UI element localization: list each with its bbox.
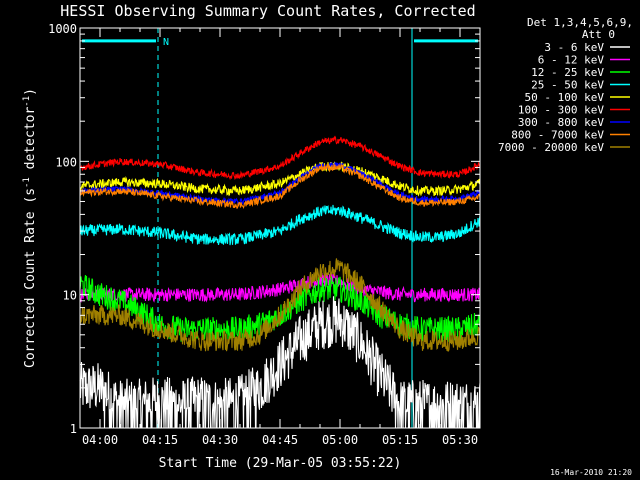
- y-label-sup1: -1: [22, 177, 32, 188]
- legend-label-2: 12 - 25 keV: [531, 66, 604, 79]
- x-tick-label-0: 04:00: [82, 433, 118, 447]
- y-label-sup2: -1: [22, 96, 32, 107]
- y-label-main: Corrected Count Rate (s: [23, 188, 38, 368]
- series-line-7: [79, 163, 481, 210]
- y-label-mid: detector: [23, 107, 38, 178]
- footer-timestamp: 16-Mar-2010 21:20: [550, 468, 632, 477]
- series-line-4: [79, 161, 481, 197]
- legend-label-5: 100 - 300 keV: [518, 104, 604, 117]
- y-label-end: ): [23, 88, 38, 96]
- legend-label-8: 7000 - 20000 keV: [498, 141, 604, 154]
- flag-label: N: [163, 37, 169, 48]
- legend-header-2: Att 0: [582, 28, 615, 41]
- y-tick-label-3: 1000: [48, 22, 77, 36]
- series-line-1: [79, 272, 481, 303]
- legend-label-1: 6 - 12 keV: [538, 54, 605, 67]
- x-tick-label-5: 05:15: [382, 433, 418, 447]
- series-line-3: [79, 204, 481, 246]
- y-tick-label-1: 10: [63, 289, 77, 303]
- legend-label-6: 300 - 800 keV: [518, 116, 604, 129]
- legend-label-4: 50 - 100 keV: [525, 91, 605, 104]
- series-line-5: [79, 135, 481, 181]
- y-tick-label-2: 100: [55, 155, 77, 169]
- legend-label-0: 3 - 6 keV: [544, 41, 604, 54]
- x-tick-label-2: 04:30: [202, 433, 238, 447]
- series-line-0: [79, 296, 481, 429]
- legend-header-1: Det 1,3,4,5,6,9,: [527, 16, 633, 29]
- legend-label-3: 25 - 50 keV: [531, 79, 604, 92]
- y-axis-label: Corrected Count Rate (s-1 detector-1): [22, 88, 38, 368]
- series-line-8: [79, 258, 481, 352]
- x-tick-label-6: 05:30: [442, 433, 478, 447]
- x-tick-label-3: 04:45: [262, 433, 298, 447]
- x-tick-label-4: 05:00: [322, 433, 358, 447]
- x-tick-label-1: 04:15: [142, 433, 178, 447]
- legend-label-7: 800 - 7000 keV: [511, 129, 604, 142]
- x-axis-label: Start Time (29-Mar-05 03:55:22): [159, 456, 402, 471]
- chart-title: HESSI Observing Summary Count Rates, Cor…: [60, 2, 475, 20]
- plot-area: N 1 10 100 1000 04:00 04:15 04:30 04:45 05:00 05:1…: [48, 22, 481, 447]
- y-tick-label-0: 1: [70, 422, 77, 436]
